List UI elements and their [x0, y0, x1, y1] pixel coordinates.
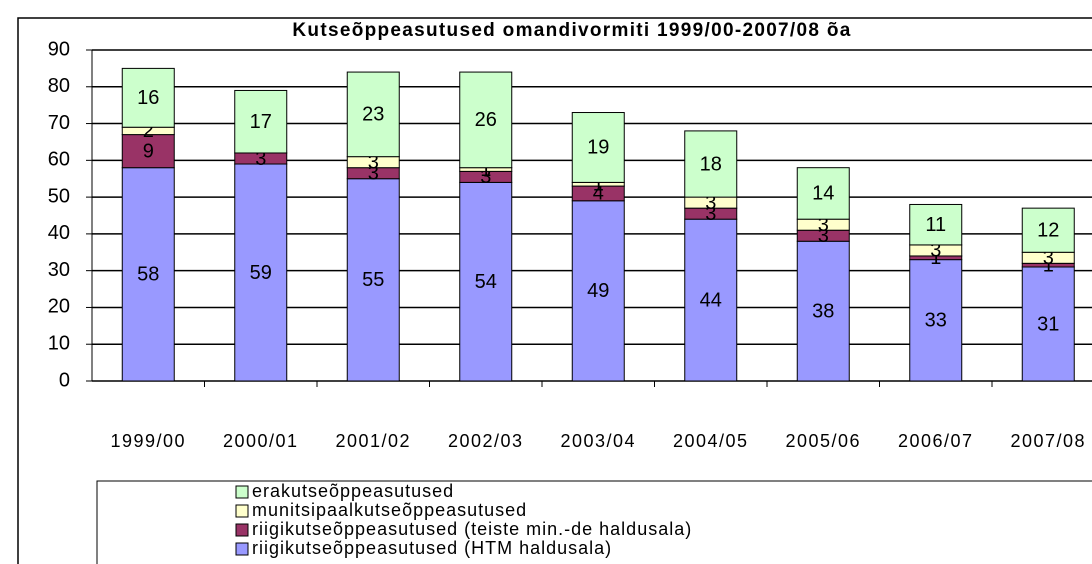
bar-segment [121, 67, 175, 128]
data-label: 19 [587, 137, 609, 159]
data-label: 23 [362, 104, 384, 126]
legend-swatch [235, 485, 249, 499]
x-tick-label: 2002/03 [448, 431, 524, 451]
legend-label: riigikutseõppeasutused (teiste min.-de h… [252, 519, 692, 539]
data-label: 3 [255, 148, 266, 170]
data-label: 9 [143, 140, 154, 162]
y-tick-label: 40 [48, 222, 70, 244]
data-label: 1 [930, 247, 941, 269]
data-label: 17 [250, 111, 272, 133]
data-label: 58 [137, 264, 159, 286]
data-label: 54 [475, 271, 497, 293]
data-label: 1 [1043, 254, 1054, 276]
data-label: 3 [818, 214, 829, 236]
y-tick-label: 10 [48, 333, 70, 355]
data-label: 1 [480, 159, 491, 181]
data-label: 12 [1037, 219, 1059, 241]
data-label: 4 [593, 183, 604, 205]
bar-segment [234, 163, 288, 382]
y-tick-label: 30 [48, 259, 70, 281]
bar-segment [459, 71, 513, 169]
x-tick-label: 2004/05 [673, 431, 749, 451]
bar-segment [571, 112, 625, 183]
data-label: 38 [812, 300, 834, 322]
bar-segment [121, 134, 175, 169]
data-label: 3 [705, 192, 716, 214]
data-label: 3 [705, 203, 716, 225]
bar-segment [234, 89, 288, 154]
legend-swatch [235, 542, 249, 556]
data-label: 3 [368, 162, 379, 184]
y-tick-label: 90 [48, 38, 70, 60]
x-tick-label: 2000/01 [223, 431, 299, 451]
x-tick-label: 1999/00 [110, 431, 186, 451]
y-tick-label: 20 [48, 296, 70, 318]
data-label: 44 [700, 289, 722, 311]
bar-segment [796, 167, 850, 220]
data-label: 3 [480, 166, 491, 188]
bar-segment [796, 240, 850, 382]
bar-segment [346, 71, 400, 158]
x-tick-label: 2003/04 [560, 431, 636, 451]
data-label: 3 [1043, 247, 1054, 269]
data-label: 1 [593, 174, 604, 196]
bar-segment [346, 178, 400, 382]
x-tick-label: 2005/06 [785, 431, 861, 451]
data-label: 18 [700, 153, 722, 175]
y-tick-label: 50 [48, 185, 70, 207]
y-tick-label: 60 [48, 149, 70, 171]
data-label: 33 [925, 310, 947, 332]
legend-swatch [235, 523, 249, 537]
data-label: 3 [368, 151, 379, 173]
legend-label: munitsipaalkutseõppeasutused [252, 500, 527, 520]
legend-label: erakutseõppeasutused [252, 481, 454, 501]
data-label: 16 [137, 87, 159, 109]
chart-title: Kutseõppeasutused omandivormiti 1999/00-… [292, 20, 851, 41]
legend-label: riigikutseõppeasutused (HTM haldusala) [252, 538, 612, 558]
data-label: 55 [362, 269, 384, 291]
bar-segment [909, 203, 963, 246]
data-label: 31 [1037, 313, 1059, 335]
data-label: 59 [250, 262, 272, 284]
data-label: 14 [812, 183, 834, 205]
data-label: 49 [587, 280, 609, 302]
bar-segment [684, 130, 738, 198]
data-label: 2 [143, 120, 154, 142]
bar-segment [1021, 207, 1075, 253]
data-label: 3 [930, 240, 941, 262]
y-tick-label: 0 [59, 369, 70, 391]
x-tick-label: 2006/07 [898, 431, 974, 451]
x-tick-label: 2007/08 [1010, 431, 1086, 451]
x-tick-label: 2001/02 [335, 431, 411, 451]
legend-box [96, 480, 1092, 564]
data-label: 11 [925, 214, 946, 236]
legend-swatch [235, 504, 249, 518]
bar-segment [571, 200, 625, 382]
data-label: 26 [475, 109, 497, 131]
y-tick-label: 80 [48, 75, 70, 97]
bar-segment [909, 259, 963, 382]
y-tick-label: 70 [48, 112, 70, 134]
data-label: 3 [818, 225, 829, 247]
